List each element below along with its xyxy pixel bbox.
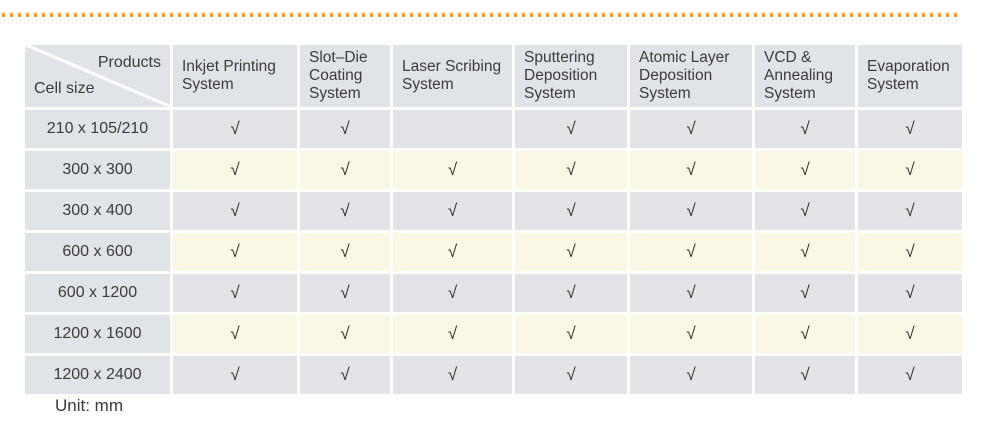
check-cell: √ [173, 356, 297, 394]
table-row: 600 x 1200 √ √ √ √ √ √ √ [25, 274, 962, 312]
check-cell: √ [515, 315, 627, 353]
check-cell: √ [755, 192, 855, 230]
check-cell: √ [173, 315, 297, 353]
check-cell: √ [630, 233, 752, 271]
header-row: Products Cell size Inkjet Printing Syste… [25, 45, 962, 107]
check-cell: √ [173, 151, 297, 189]
column-header-slot-die-coating: Slot–Die Coating System [300, 45, 390, 107]
column-header-inkjet-printing: Inkjet Printing System [173, 45, 297, 107]
check-cell: √ [300, 233, 390, 271]
check-cell: √ [515, 192, 627, 230]
check-cell: √ [393, 356, 512, 394]
cell-size-label: 210 x 105/210 [25, 110, 170, 148]
table-row: 600 x 600 √ √ √ √ √ √ √ [25, 233, 962, 271]
check-cell: √ [755, 356, 855, 394]
unit-label: Unit: mm [55, 396, 123, 415]
cell-size-label: 1200 x 2400 [25, 356, 170, 394]
table-row: 1200 x 1600 √ √ √ √ √ √ √ [25, 315, 962, 353]
corner-cellsize-label: Cell size [34, 80, 95, 97]
check-cell: √ [630, 192, 752, 230]
check-cell: √ [300, 315, 390, 353]
table-row: 300 x 400 √ √ √ √ √ √ √ [25, 192, 962, 230]
check-cell: √ [755, 233, 855, 271]
check-cell: √ [300, 192, 390, 230]
column-header-evaporation: Evaporation System [858, 45, 962, 107]
check-cell: √ [630, 110, 752, 148]
check-cell: √ [630, 151, 752, 189]
check-cell: √ [858, 110, 962, 148]
check-cell: √ [858, 192, 962, 230]
cell-size-label: 1200 x 1600 [25, 315, 170, 353]
corner-products-label: Products [97, 54, 161, 71]
check-cell: √ [300, 110, 390, 148]
check-cell: √ [173, 233, 297, 271]
equipment-compatibility-table-wrap: Products Cell size Inkjet Printing Syste… [22, 42, 965, 397]
check-cell: √ [858, 315, 962, 353]
corner-header-cell: Products Cell size [25, 45, 170, 107]
check-cell [393, 110, 512, 148]
cell-size-label: 600 x 600 [25, 233, 170, 271]
check-cell: √ [755, 110, 855, 148]
check-cell: √ [515, 151, 627, 189]
cell-size-label: 300 x 400 [25, 192, 170, 230]
check-cell: √ [858, 151, 962, 189]
check-cell: √ [173, 110, 297, 148]
check-cell: √ [393, 192, 512, 230]
check-cell: √ [515, 110, 627, 148]
check-cell: √ [515, 356, 627, 394]
check-cell: √ [630, 315, 752, 353]
check-cell: √ [393, 233, 512, 271]
check-cell: √ [858, 233, 962, 271]
column-header-vcd-annealing: VCD & Annealing System [755, 45, 855, 107]
check-cell: √ [300, 274, 390, 312]
check-cell: √ [300, 151, 390, 189]
table-row: 210 x 105/210 √ √ √ √ √ √ [25, 110, 962, 148]
check-cell: √ [173, 274, 297, 312]
column-header-sputtering-deposition: Sputtering Deposition System [515, 45, 627, 107]
column-header-atomic-layer-deposition: Atomic Layer Deposition System [630, 45, 752, 107]
cell-size-label: 300 x 300 [25, 151, 170, 189]
check-cell: √ [515, 274, 627, 312]
check-cell: √ [515, 233, 627, 271]
check-cell: √ [630, 274, 752, 312]
check-cell: √ [755, 151, 855, 189]
check-cell: √ [630, 356, 752, 394]
check-cell: √ [393, 315, 512, 353]
table-row: 1200 x 2400 √ √ √ √ √ √ √ [25, 356, 962, 394]
check-cell: √ [393, 274, 512, 312]
check-cell: √ [755, 315, 855, 353]
column-header-laser-scribing: Laser Scribing System [393, 45, 512, 107]
table-row: 300 x 300 √ √ √ √ √ √ √ [25, 151, 962, 189]
check-cell: √ [858, 274, 962, 312]
check-cell: √ [393, 151, 512, 189]
check-cell: √ [173, 192, 297, 230]
dotted-divider-line [2, 13, 959, 17]
cell-size-label: 600 x 1200 [25, 274, 170, 312]
check-cell: √ [300, 356, 390, 394]
check-cell: √ [858, 356, 962, 394]
check-cell: √ [755, 274, 855, 312]
equipment-compatibility-table: Products Cell size Inkjet Printing Syste… [22, 42, 965, 397]
